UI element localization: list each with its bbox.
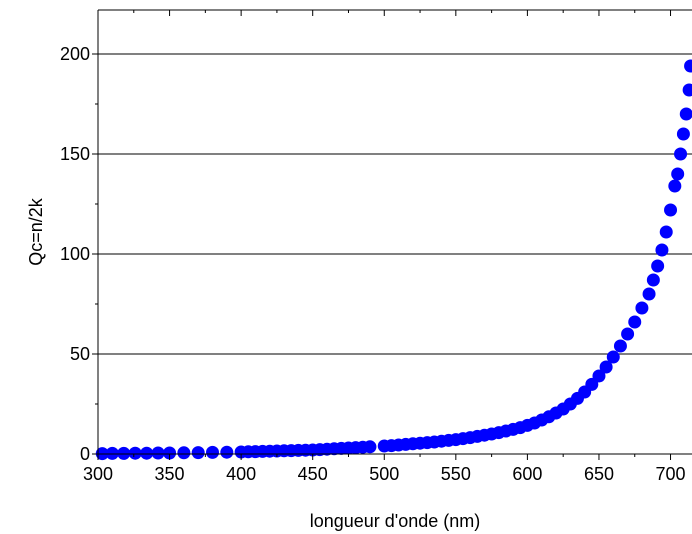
data-point xyxy=(651,259,665,273)
data-point xyxy=(128,446,142,460)
x-tick-label-600: 600 xyxy=(512,464,542,484)
data-point xyxy=(659,225,673,239)
y-axis-label: Qc=n/2k xyxy=(26,197,46,266)
y-tick-label-150: 150 xyxy=(60,144,90,164)
y-tick-label-0: 0 xyxy=(80,444,90,464)
data-point xyxy=(220,445,234,459)
axis-ticks xyxy=(92,10,672,460)
data-point xyxy=(163,446,177,460)
x-tick-label-400: 400 xyxy=(226,464,256,484)
data-point xyxy=(592,369,606,383)
data-point xyxy=(151,446,165,460)
data-points xyxy=(95,59,692,461)
data-point xyxy=(606,350,620,364)
y-tick-label-200: 200 xyxy=(60,44,90,64)
data-point xyxy=(635,301,649,315)
data-point xyxy=(664,203,678,217)
data-point xyxy=(191,446,205,460)
x-tick-label-700: 700 xyxy=(656,464,686,484)
data-point xyxy=(613,339,627,353)
data-point xyxy=(105,446,119,460)
axes xyxy=(97,9,692,455)
data-point xyxy=(674,147,688,161)
y-tick-label-100: 100 xyxy=(60,244,90,264)
data-point xyxy=(621,327,635,341)
data-point xyxy=(655,243,669,257)
x-axis-label: longueur d'onde (nm) xyxy=(310,511,481,531)
x-tick-label-300: 300 xyxy=(83,464,113,484)
data-point xyxy=(599,360,613,374)
data-point xyxy=(140,446,154,460)
data-point xyxy=(671,167,685,181)
x-tick-label-450: 450 xyxy=(298,464,328,484)
data-point xyxy=(684,59,692,73)
x-tick-label-650: 650 xyxy=(584,464,614,484)
data-point xyxy=(117,446,131,460)
x-tick-label-550: 550 xyxy=(441,464,471,484)
gridlines xyxy=(98,53,692,355)
data-point xyxy=(679,107,692,121)
y-tick-label-50: 50 xyxy=(70,344,90,364)
data-point xyxy=(682,83,692,97)
data-point xyxy=(628,315,642,329)
data-point xyxy=(206,445,220,459)
x-tick-label-500: 500 xyxy=(369,464,399,484)
data-point xyxy=(646,273,660,287)
tick-labels: 0 50 100 150 200 300 350 400 450 500 550 600 650 700 xyxy=(60,44,686,484)
data-point xyxy=(177,446,191,460)
data-point xyxy=(668,179,682,193)
x-tick-label-350: 350 xyxy=(155,464,185,484)
data-point xyxy=(642,287,656,301)
data-point xyxy=(363,440,377,454)
data-point xyxy=(676,127,690,141)
